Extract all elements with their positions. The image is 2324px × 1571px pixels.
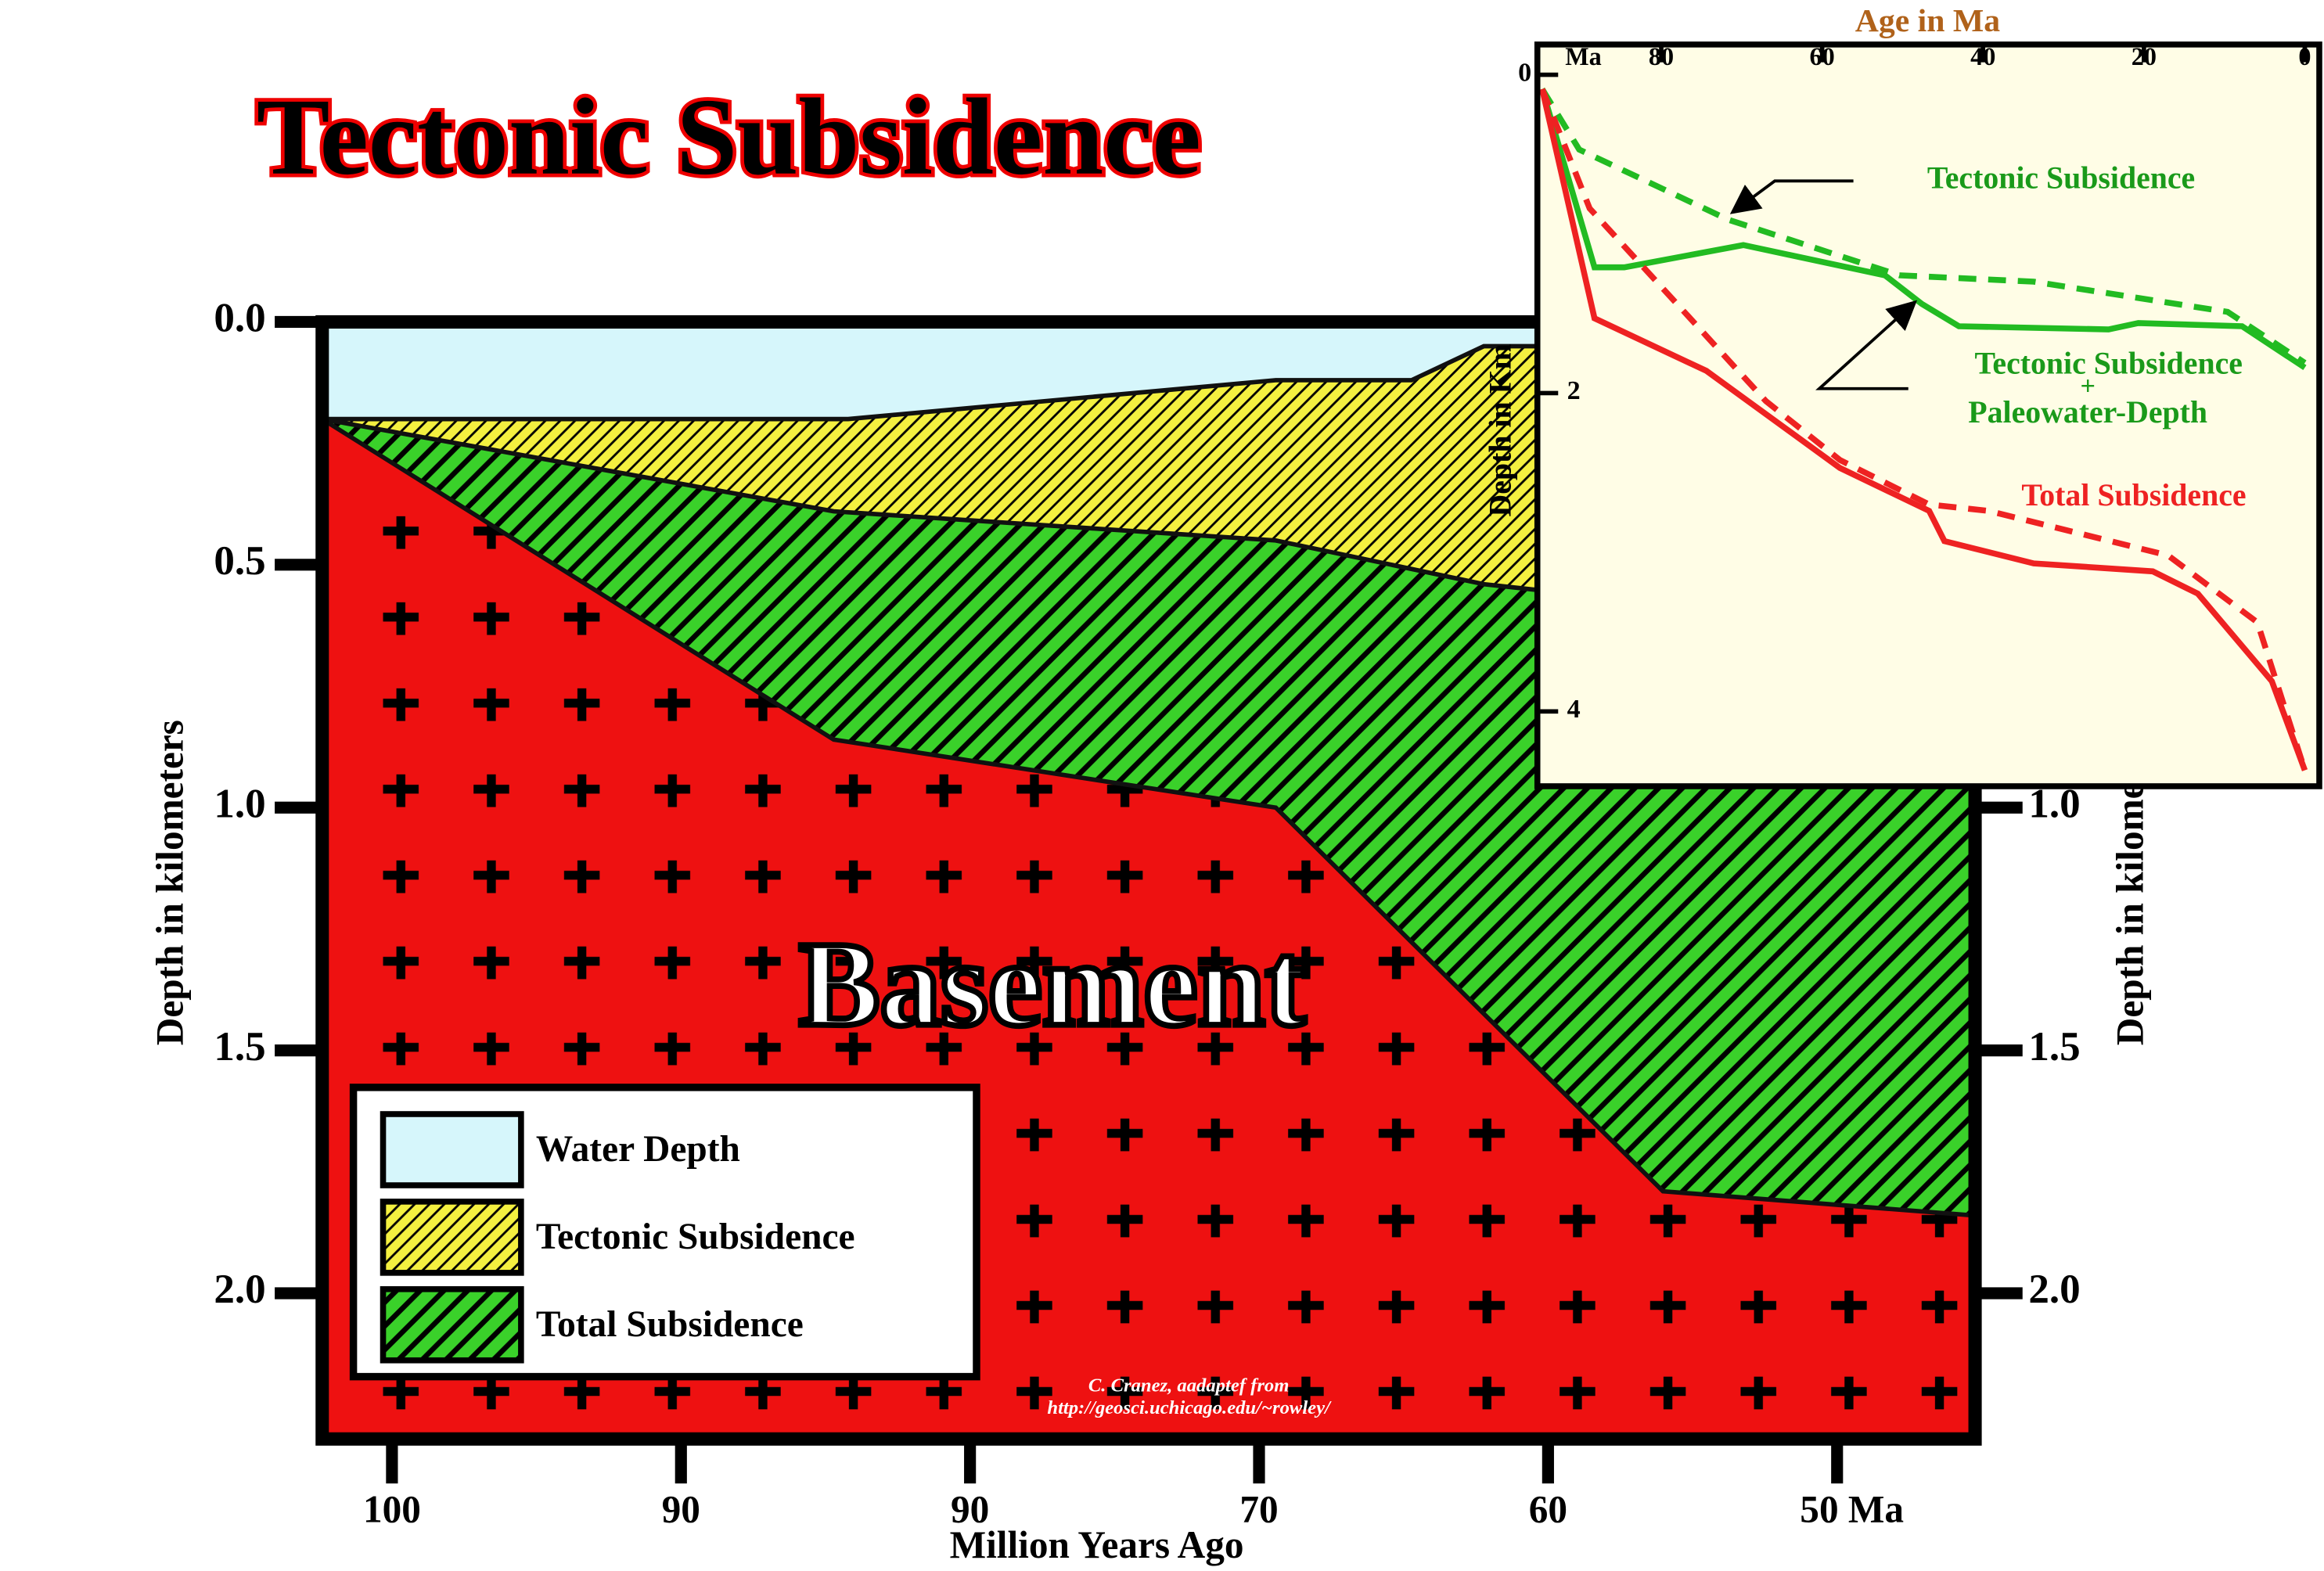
y-tick-label-right: 1.5	[2028, 1024, 2080, 1070]
x-tick-label: 50 Ma	[1800, 1487, 1904, 1530]
inset-line	[1539, 88, 2308, 771]
x-tick-label: 60	[1529, 1487, 1567, 1530]
arrow	[1729, 179, 1854, 214]
legend-swatch	[380, 1199, 524, 1276]
y-axis-label: Depth in kilometers	[148, 720, 191, 1045]
y-tick-label: 1.5	[214, 1024, 265, 1070]
x-axis-label: Million Years Ago	[950, 1523, 1244, 1566]
annotation: Total Subsidence	[2021, 478, 2246, 512]
inset-line	[1539, 88, 2307, 371]
plot-frame	[315, 315, 1982, 1446]
legend-label: Tectonic Subsidence	[536, 1217, 855, 1257]
credit: C. Cranez, aadaptef from	[1088, 1375, 1290, 1397]
x-tick-label: 70	[1239, 1487, 1278, 1530]
inset-title: Age in Ma	[1855, 3, 2000, 39]
x-tick-label: 20	[2132, 42, 2157, 70]
inset-line	[1539, 88, 2308, 771]
x-tick-label: 80	[1649, 42, 1674, 70]
legend-label: Total Subsidence	[536, 1304, 804, 1345]
y-tick-label: 0.5	[214, 538, 265, 584]
y-tick-label: 2.0	[214, 1267, 265, 1312]
chart-title: Tectonic Subsidence	[257, 77, 1201, 198]
y-tick-label: 0.0	[214, 296, 265, 341]
x-tick-label: 90	[951, 1487, 989, 1530]
y-tick-label: 4	[1567, 695, 1581, 724]
inset-y-label: Depth in Km	[1483, 343, 1517, 516]
legend-swatch	[380, 1111, 524, 1188]
legend-label: Water Depth	[536, 1129, 740, 1170]
annotation: Tectonic Subsidence	[1975, 346, 2243, 380]
annotation: Basement	[799, 916, 1306, 1052]
y-tick-label-right: 2.0	[2028, 1267, 2080, 1312]
credit: http://geosci.uchicago.edu/~rowley/	[1047, 1397, 1332, 1418]
x-unit: Ma	[1565, 42, 1602, 70]
annotation: Tectonic Subsidence	[1927, 160, 2195, 195]
y-tick-label: 2	[1567, 376, 1581, 405]
inset-frame	[1534, 41, 2322, 789]
x-tick-label: 0	[2298, 42, 2311, 70]
inset-line	[1539, 87, 2307, 365]
x-tick-label: 90	[662, 1487, 700, 1530]
inset-background	[1537, 44, 2319, 786]
y-tick-label: 0	[1518, 58, 1531, 87]
arrow	[1815, 300, 1918, 390]
x-tick-label: 60	[1810, 42, 1835, 70]
legend-swatch	[380, 1285, 524, 1364]
y-tick-label: 1.0	[214, 781, 265, 826]
boundary-line	[321, 417, 1976, 1218]
annotation: Paleowater-Depth	[1968, 395, 2207, 430]
annotation: +	[2080, 372, 2095, 401]
x-tick-label: 100	[363, 1487, 421, 1530]
x-tick-label: 40	[1970, 42, 1995, 70]
